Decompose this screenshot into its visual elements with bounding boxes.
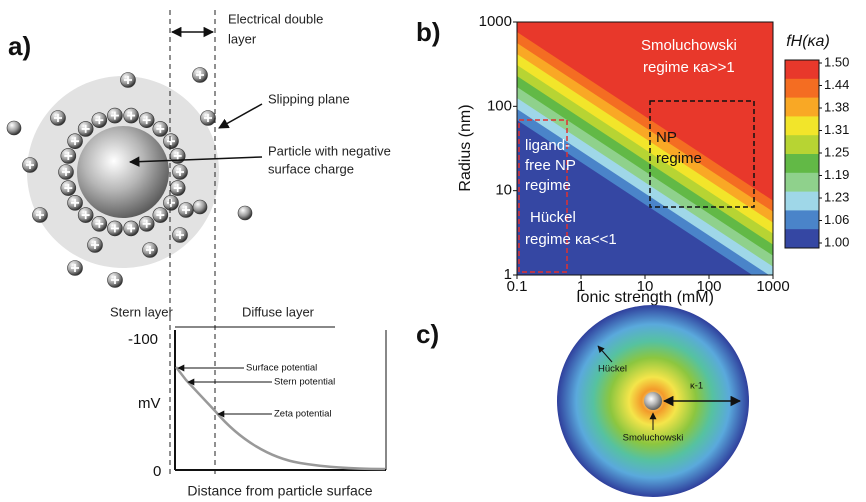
colorbar-segment xyxy=(785,79,819,98)
x-tick-label: 100 xyxy=(696,278,721,295)
colorbar-label: 1.44 xyxy=(824,77,849,92)
colorbar-segment xyxy=(785,135,819,154)
y-tick-label: -100 xyxy=(128,331,158,348)
colorbar-segment xyxy=(785,154,819,173)
colorbar-segment xyxy=(785,60,819,79)
counter-ion xyxy=(193,200,207,214)
label: Surface potential xyxy=(246,363,317,374)
colorbar-label: 1.19 xyxy=(824,167,849,182)
colorbar-label: 1.25 xyxy=(824,144,849,159)
annotation: regime κa<<1 xyxy=(525,231,617,248)
colorbar-label: 1.38 xyxy=(824,99,849,114)
colorbar-title: fH(κa) xyxy=(786,33,830,50)
x-tick-label: 1000 xyxy=(756,278,789,295)
y-tick-label: 100 xyxy=(487,97,512,114)
colorbar-segment xyxy=(785,116,819,135)
colorbar-label: 1.50 xyxy=(824,54,849,69)
label: Particle with negative xyxy=(268,143,391,158)
colorbar-label: 1.06 xyxy=(824,212,849,227)
y-tick-label: 1000 xyxy=(479,13,512,30)
label: Stern layer xyxy=(110,304,174,319)
colorbar-segment xyxy=(785,173,819,192)
y-axis-title: Radius (nm) xyxy=(457,104,474,191)
y-tick-label: 0 xyxy=(153,463,161,480)
label: Zeta potential xyxy=(274,409,332,420)
figure: a) Electrical double layer Slipping plan… xyxy=(0,0,866,502)
axis-title: mV xyxy=(138,395,161,412)
colorbar-segment xyxy=(785,229,819,248)
annotation: regime κa>>1 xyxy=(643,59,735,76)
label: surface charge xyxy=(268,161,354,176)
annotation: Smoluchowski xyxy=(641,37,737,54)
particle xyxy=(77,126,169,218)
y-tick-label: 10 xyxy=(495,182,512,199)
panel-label: c) xyxy=(416,319,439,349)
annotation: free NP xyxy=(525,157,576,174)
arrow xyxy=(219,104,262,128)
x-tick-label: 1 xyxy=(577,278,585,295)
label: κ-1 xyxy=(690,381,703,392)
label: Smoluchowski xyxy=(623,433,684,444)
axis-title: Distance from particle surface xyxy=(187,483,372,499)
counter-ion xyxy=(7,121,21,135)
panel-label: a) xyxy=(8,31,31,61)
label: Stern potential xyxy=(274,377,335,388)
label: Electrical double xyxy=(228,11,323,26)
colorbar-label: 1.00 xyxy=(824,234,849,249)
colorbar-label: 1.31 xyxy=(824,122,849,137)
colorbar-segment xyxy=(785,98,819,117)
annotation: regime xyxy=(525,177,571,194)
counter-ion xyxy=(238,206,252,220)
annotation: ligand- xyxy=(525,137,570,154)
particle xyxy=(644,392,662,410)
label: Hückel xyxy=(598,364,627,375)
label: layer xyxy=(228,31,257,46)
annotation: regime xyxy=(656,150,702,167)
panel-label: b) xyxy=(416,17,441,47)
annotation: Hückel xyxy=(530,209,576,226)
page: {"panel_a": {"label": "a)", "double_laye… xyxy=(0,0,866,502)
label: Diffuse layer xyxy=(242,304,315,319)
annotation: NP xyxy=(656,129,677,146)
colorbar-segment xyxy=(785,210,819,229)
colorbar-label: 1.23 xyxy=(824,189,849,204)
y-tick-label: 1 xyxy=(504,266,512,283)
colorbar-segment xyxy=(785,192,819,211)
x-tick-label: 10 xyxy=(637,278,654,295)
label: Slipping plane xyxy=(268,91,350,106)
